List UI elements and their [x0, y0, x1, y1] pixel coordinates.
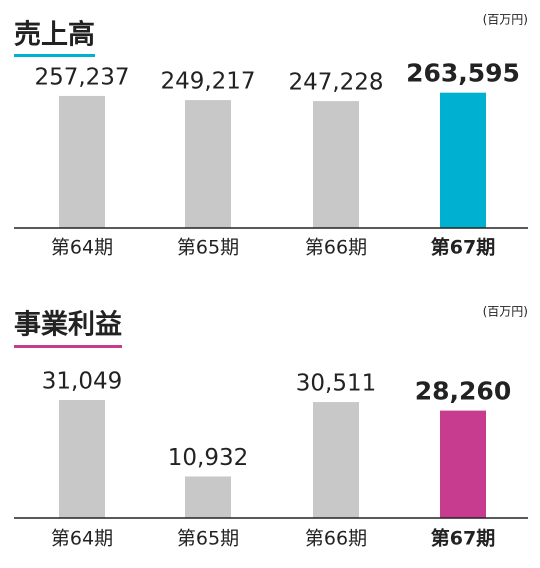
value-label: 257,237 [34, 64, 129, 90]
value-label: 31,049 [42, 369, 122, 395]
category-label: 第64期 [51, 528, 113, 550]
bar [440, 92, 486, 228]
unit-label: (百万円) [483, 305, 528, 319]
category-label: 第65期 [177, 237, 239, 259]
bar [185, 100, 231, 228]
chart-title: 売上高 [14, 19, 95, 51]
category-label: 第66期 [305, 237, 367, 259]
bar [313, 101, 359, 228]
value-label: 263,595 [406, 59, 520, 88]
category-label: 第66期 [305, 528, 367, 550]
bar [59, 95, 105, 228]
category-label: 第67期 [431, 527, 495, 550]
value-label: 10,932 [168, 445, 248, 471]
category-label: 第67期 [431, 236, 495, 259]
category-label: 第65期 [177, 528, 239, 550]
value-label: 249,217 [160, 69, 255, 95]
unit-label: (百万円) [483, 13, 528, 27]
bar [313, 402, 359, 518]
value-label: 28,260 [415, 377, 511, 406]
value-label: 30,511 [296, 371, 376, 397]
title-underline [14, 345, 122, 348]
chart-title: 事業利益 [14, 310, 122, 341]
bar [59, 400, 105, 518]
title-underline [14, 54, 95, 57]
bar [440, 410, 486, 518]
value-label: 247,228 [288, 70, 383, 96]
category-label: 第64期 [51, 237, 113, 259]
bar [185, 476, 231, 518]
